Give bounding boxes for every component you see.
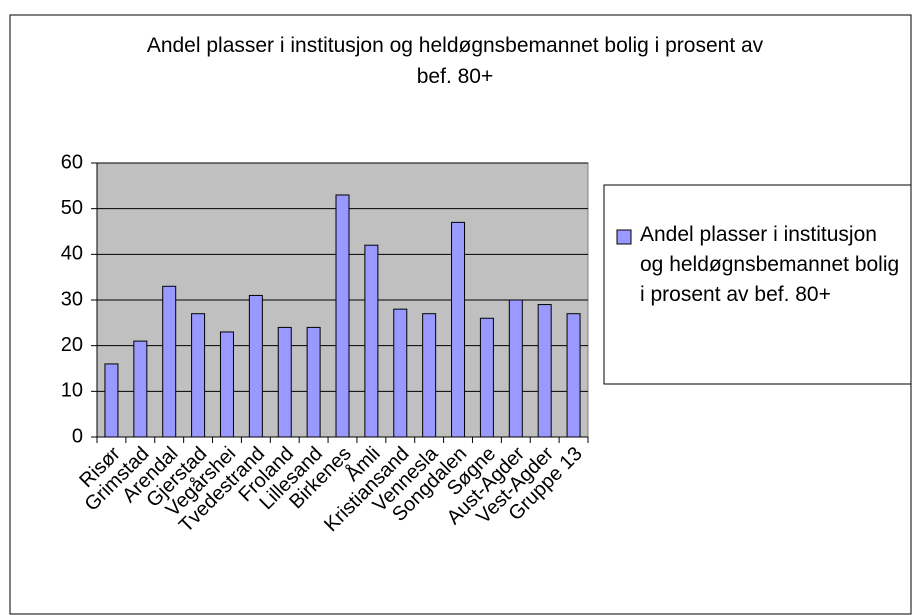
bar: [133, 340, 148, 438]
bar: [191, 313, 206, 438]
bar: [422, 313, 437, 438]
bar: [537, 304, 552, 438]
y-tick-label: 40: [61, 243, 83, 265]
bar: [508, 299, 523, 438]
bar: [566, 313, 581, 438]
bar: [451, 221, 466, 438]
y-tick-label: 30: [61, 288, 83, 310]
y-tick-label: 20: [61, 334, 83, 356]
bar: [219, 331, 234, 438]
y-tick-label: 50: [61, 197, 83, 219]
bar: [335, 194, 350, 438]
bar: [306, 326, 321, 438]
bar: [162, 285, 177, 438]
legend-label: Andel plasser i institusjon og heldøgnsb…: [640, 223, 900, 306]
chart-title: Andel plasser i institusjon og heldøgnsb…: [146, 34, 764, 88]
bar: [364, 244, 379, 438]
y-tick-label: 0: [72, 425, 83, 447]
bar: [104, 363, 119, 438]
bar: [393, 308, 408, 438]
legend-box: [603, 184, 912, 385]
legend-swatch: [616, 229, 632, 245]
bar: [277, 326, 292, 438]
bar: [479, 317, 494, 438]
y-tick-label: 10: [61, 380, 83, 402]
y-tick-label: 60: [61, 151, 83, 173]
bar: [248, 294, 263, 438]
